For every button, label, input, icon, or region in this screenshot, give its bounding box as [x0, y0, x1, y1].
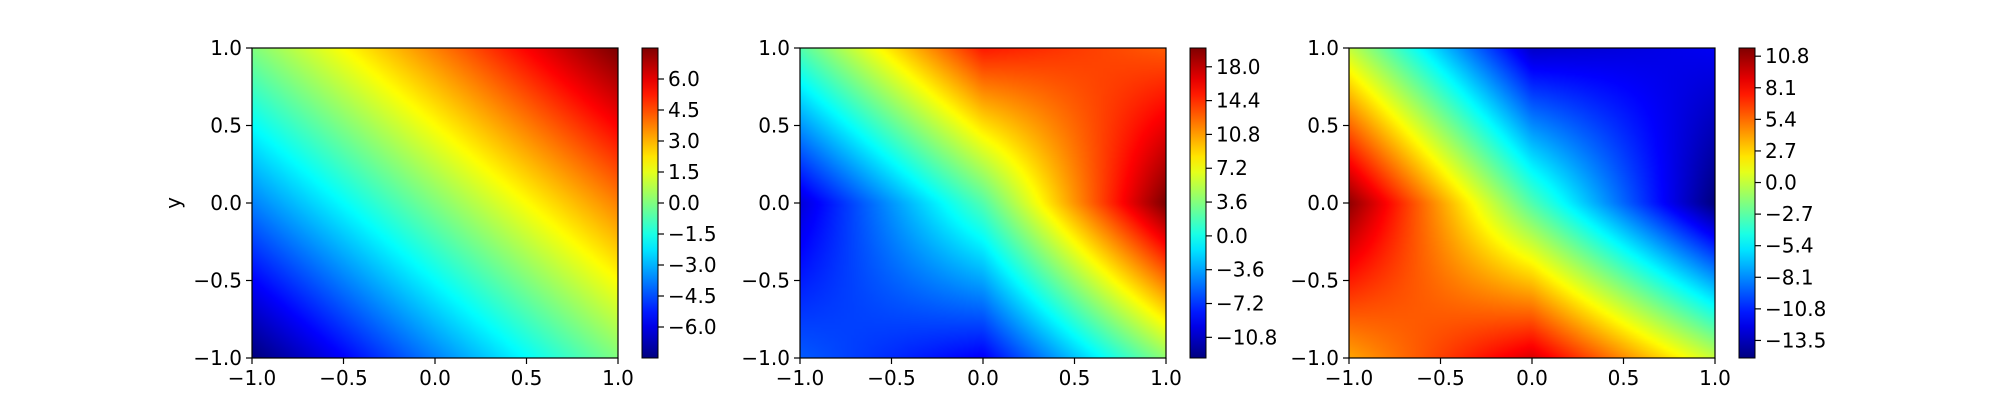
colorbar-gradient — [1738, 47, 1756, 359]
panel-1: −1.0 −0.5 0.0 0.5 1.0 −1.0 −0.5 0.0 0.5 1.0 y 6.0 4.… — [161, 36, 717, 390]
colorbar-tick-label: −5.4 — [1765, 234, 1814, 258]
colorbar: 18.0 14.4 10.8 7.2 3.6 0.0 −3.6 −7.2 −10.8 — [1189, 47, 1277, 359]
x-tick-label: 1.0 — [602, 366, 634, 390]
x-tick-label: 0.0 — [419, 366, 451, 390]
y-tick-label: −0.5 — [1290, 269, 1339, 293]
colorbar-tick-label: 18.0 — [1216, 55, 1261, 79]
y-tick-label: 0.0 — [1307, 191, 1339, 215]
y-tick-label: 0.5 — [210, 114, 242, 138]
colorbar-tick-label: 1.5 — [668, 160, 700, 184]
x-tick-label: −0.5 — [867, 366, 916, 390]
x-tick-label: 1.0 — [1150, 366, 1182, 390]
colorbar-tick-label: 0.0 — [1765, 171, 1797, 195]
colorbar-tick-label: −2.7 — [1765, 202, 1814, 226]
x-tick-label: −0.5 — [319, 366, 368, 390]
x-tick-label: 1.0 — [1699, 366, 1731, 390]
y-tick-label: 0.0 — [210, 191, 242, 215]
y-tick-label: −0.5 — [193, 269, 242, 293]
colorbar-tick-label: −10.8 — [1765, 297, 1826, 321]
y-tick-label: 1.0 — [1307, 36, 1339, 60]
x-tick-label: 0.0 — [967, 366, 999, 390]
colorbar-tick-label: 7.2 — [1216, 156, 1248, 180]
colorbar-tick-label: 0.0 — [1216, 224, 1248, 248]
colorbar-tick-label: −3.6 — [1216, 258, 1265, 282]
colorbar-tick-label: −1.5 — [668, 222, 717, 246]
x-tick-label: −0.5 — [1416, 366, 1465, 390]
colorbar-gradient — [641, 47, 659, 359]
colorbar-tick-label: 8.1 — [1765, 76, 1797, 100]
x-tick-label: −1.0 — [776, 366, 825, 390]
colorbar: 10.8 8.1 5.4 2.7 0.0 −2.7 −5.4 −8.1 −10.8 −13.5 — [1738, 44, 1826, 359]
y-tick-label: −1.0 — [193, 346, 242, 370]
colorbar-tick-label: −3.0 — [668, 253, 717, 277]
x-tick-label: 0.0 — [1516, 366, 1548, 390]
y-tick-label: 1.0 — [210, 36, 242, 60]
panel-2: −1.0 −0.5 0.0 0.5 1.0 −1.0 −0.5 0.0 0.5 1.0 18.0 14… — [741, 36, 1277, 390]
colorbar-gradient — [1189, 47, 1207, 359]
colorbar-tick-label: −8.1 — [1765, 265, 1814, 289]
colorbar-tick-label: 0.0 — [668, 191, 700, 215]
colorbar-tick-label: −7.2 — [1216, 292, 1265, 316]
colorbar-tick-label: −10.8 — [1216, 325, 1277, 349]
y-tick-label: 0.5 — [758, 114, 790, 138]
colorbar-tick-label: 10.8 — [1765, 44, 1810, 68]
heatmap-field — [1349, 48, 1715, 358]
heatmap-field — [800, 48, 1166, 358]
colorbar-tick-label: 3.6 — [1216, 190, 1248, 214]
x-tick-label: 0.5 — [511, 366, 543, 390]
y-tick-label: −1.0 — [1290, 346, 1339, 370]
panel-3: −1.0 −0.5 0.0 0.5 1.0 −1.0 −0.5 0.0 0.5 1.0 10.8 8.… — [1290, 36, 1826, 390]
colorbar-tick-label: 4.5 — [668, 98, 700, 122]
colorbar-tick-label: −13.5 — [1765, 328, 1826, 352]
x-tick-label: 0.5 — [1059, 366, 1091, 390]
y-tick-label: −0.5 — [741, 269, 790, 293]
y-tick-label: 0.0 — [758, 191, 790, 215]
colorbar-tick-label: 5.4 — [1765, 107, 1797, 131]
y-tick-label: 1.0 — [758, 36, 790, 60]
y-tick-label: 0.5 — [1307, 114, 1339, 138]
y-axis-label: y — [161, 197, 185, 209]
colorbar-tick-label: 14.4 — [1216, 89, 1261, 113]
colorbar-tick-label: 6.0 — [668, 67, 700, 91]
heatmap-field — [252, 48, 618, 358]
x-tick-label: 0.5 — [1608, 366, 1640, 390]
colorbar-tick-label: 3.0 — [668, 129, 700, 153]
colorbar: 6.0 4.5 3.0 1.5 0.0 −1.5 −3.0 −4.5 −6.0 — [641, 47, 717, 359]
x-tick-label: −1.0 — [1325, 366, 1374, 390]
x-tick-label: −1.0 — [228, 366, 277, 390]
colorbar-tick-label: 2.7 — [1765, 139, 1797, 163]
colorbar-tick-label: 10.8 — [1216, 122, 1261, 146]
colorbar-tick-label: −4.5 — [668, 284, 717, 308]
y-tick-label: −1.0 — [741, 346, 790, 370]
colorbar-tick-label: −6.0 — [668, 315, 717, 339]
